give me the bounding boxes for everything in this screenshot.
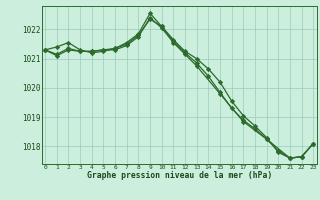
X-axis label: Graphe pression niveau de la mer (hPa): Graphe pression niveau de la mer (hPa) <box>87 171 272 180</box>
